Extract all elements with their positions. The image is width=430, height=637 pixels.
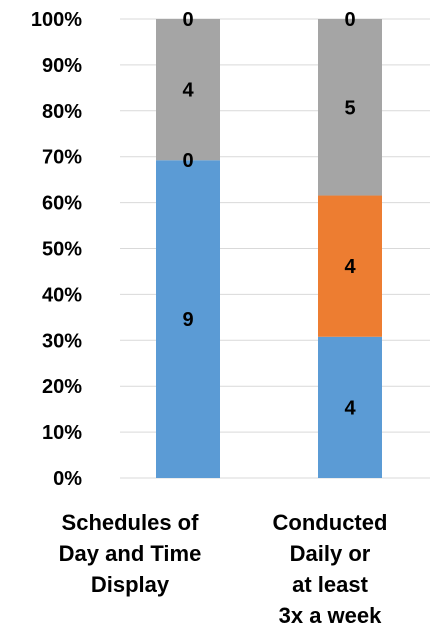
y-axis-ticks: 0% 10% 20% 30% 40% 50% 60% 70% 80% 90% 100% [31, 9, 82, 490]
bar-segment [318, 19, 382, 196]
y-tick-label: 10% [42, 422, 82, 444]
y-tick-label: 40% [42, 284, 82, 306]
bars [156, 19, 382, 478]
y-tick-label: 70% [42, 147, 82, 169]
data-label: 4 [344, 256, 356, 278]
category-label: 3x a week [279, 603, 383, 628]
bar-segment [156, 19, 220, 161]
data-label: 4 [182, 80, 194, 102]
data-label: 0 [182, 9, 193, 31]
y-tick-label: 50% [42, 239, 82, 261]
data-label: 4 [344, 397, 356, 419]
data-labels: 9 0 4 0 4 4 5 0 [182, 9, 356, 419]
y-tick-label: 90% [42, 55, 82, 77]
category-label: Schedules of [62, 510, 200, 535]
bar-segment [318, 336, 382, 478]
category-label: at least [292, 572, 368, 597]
category-labels: Schedules of Day and Time Display Conducted… [59, 510, 388, 628]
y-tick-label: 100% [31, 9, 82, 31]
y-tick-label: 30% [42, 330, 82, 352]
category-label: Conducted [273, 510, 388, 535]
data-label: 9 [182, 309, 193, 331]
y-tick-label: 60% [42, 193, 82, 215]
y-tick-label: 0% [53, 468, 82, 490]
data-label: 5 [344, 97, 355, 119]
category-label: Display [91, 572, 170, 597]
category-label: Day and Time [59, 541, 202, 566]
bar-segment [156, 160, 220, 478]
data-label: 0 [182, 150, 193, 172]
category-label: Daily or [290, 541, 371, 566]
y-tick-label: 20% [42, 376, 82, 398]
bar-segment [318, 195, 382, 337]
y-tick-label: 80% [42, 101, 82, 123]
data-label: 0 [344, 9, 355, 31]
